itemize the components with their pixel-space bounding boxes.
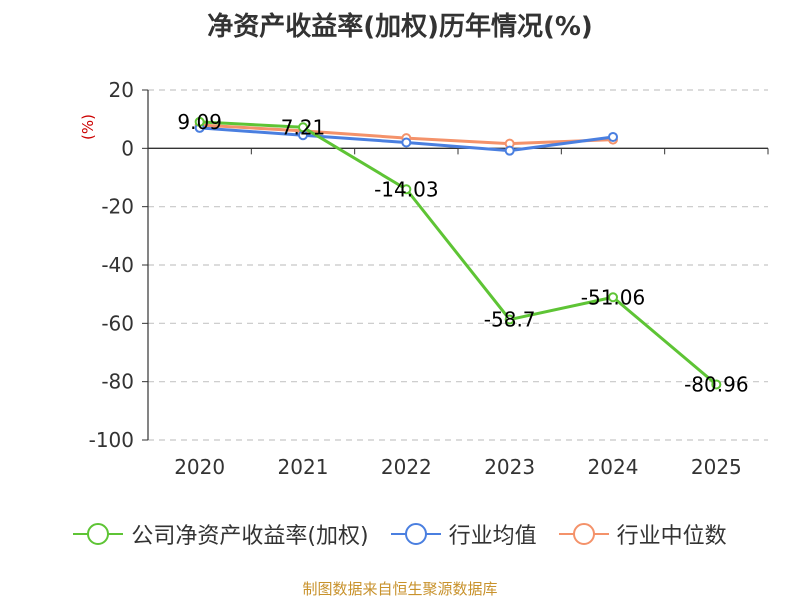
data-label: -14.03 (374, 177, 438, 201)
legend-swatch-company (73, 523, 124, 545)
data-label: -80.96 (684, 372, 748, 396)
y-tick-label: -20 (101, 195, 134, 219)
legend-label-company: 公司净资产收益率(加权) (131, 524, 369, 549)
data-label: -51.06 (581, 285, 645, 309)
series-line-company (199, 120, 718, 386)
x-tick-label: 2020 (174, 455, 225, 479)
x-tick-label: 2023 (484, 455, 535, 479)
data-label: 7.21 (281, 115, 326, 139)
data-point-avg (608, 131, 618, 142)
legend-item-industry-average[interactable]: 行业均值 (390, 518, 537, 550)
y-tick-label: 0 (121, 136, 134, 160)
source-note: 制图数据来自恒生聚源数据库 (302, 580, 498, 598)
legend-item-industry-median[interactable]: 行业中位数 (558, 518, 727, 550)
y-tick-label: -80 (101, 370, 134, 394)
legend-swatch-industry-average (390, 523, 441, 545)
x-tick-label: 2024 (588, 455, 639, 479)
y-tick-label: 20 (109, 78, 134, 102)
data-label: -58.7 (484, 308, 536, 332)
y-tick-label: -60 (101, 311, 134, 335)
x-tick-label: 2025 (691, 455, 742, 479)
y-tick-label: -40 (101, 253, 134, 277)
data-label: 9.09 (177, 110, 222, 134)
y-axis-unit-label: (%) (79, 114, 97, 140)
data-point-company (298, 122, 308, 133)
x-tick-label: 2022 (381, 455, 432, 479)
x-tick-label: 2021 (278, 455, 329, 479)
data-point-company (504, 314, 515, 325)
data-point-company (194, 116, 205, 127)
y-tick-label: -100 (89, 428, 134, 452)
legend-item-company[interactable]: 公司净资产收益率(加权) (73, 518, 369, 550)
data-point-avg (401, 137, 412, 148)
data-point-avg (504, 145, 515, 156)
legend-label-industry-median: 行业中位数 (616, 524, 727, 549)
legend: 公司净资产收益率(加权) 行业均值 行业中位数 (0, 518, 800, 550)
data-point-company (608, 292, 618, 303)
chart-title: 净资产收益率(加权)历年情况(%) (207, 12, 593, 42)
legend-swatch-industry-median (558, 523, 609, 545)
legend-label-industry-average: 行业均值 (448, 524, 537, 549)
data-point-company (401, 184, 412, 195)
data-point-company (711, 379, 722, 390)
